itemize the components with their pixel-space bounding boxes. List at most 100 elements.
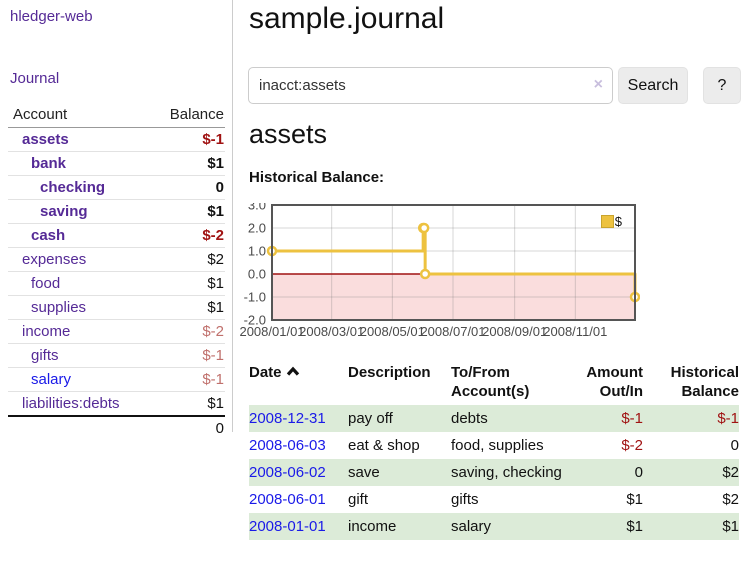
svg-text:1.0: 1.0 [248,244,266,259]
sidebar-item-journal[interactable]: Journal [10,70,60,87]
transaction-account: saving, checking [451,464,562,481]
series-swatch-icon [600,215,614,228]
account-link-saving[interactable]: saving [40,203,88,220]
app-brand-link[interactable]: hledger-web [10,8,93,25]
register-row: 2008-06-03 eat & shop food, supplies $-2… [249,432,739,459]
transaction-account: debts [451,410,488,427]
account-row: cash $-2 [8,223,225,248]
register-row: 2008-06-01 gift gifts $1 $2 [249,486,739,513]
register-header-date[interactable]: Date [249,361,348,405]
account-link-expenses[interactable]: expenses [22,251,87,268]
chart-title: Historical Balance: [249,169,385,186]
transaction-date-link[interactable]: 2008-06-01 [249,491,326,508]
chart-legend: $ [600,214,622,229]
account-balance: $1 [148,271,225,296]
chart-canvas: 2008/01/012008/03/012008/05/012008/07/01… [240,203,640,339]
account-row: supplies $1 [8,295,225,320]
transaction-account: salary [451,518,492,535]
account-link-supplies[interactable]: supplies [31,299,87,316]
register-header-balance: Historical Balance [670,364,739,400]
transaction-date-link[interactable]: 2008-06-02 [249,464,326,481]
transaction-amount: $1 [626,491,643,508]
account-row: salary $-1 [8,367,225,392]
sort-ascending-icon [286,363,300,382]
help-button[interactable]: ? [703,67,741,104]
series-label: $ [614,214,622,229]
account-balance: $-1 [202,131,224,148]
account-link-gifts[interactable]: gifts [31,347,59,364]
account-link-checking[interactable]: checking [40,179,106,196]
transaction-balance: 0 [730,437,739,454]
account-heading: assets [249,119,328,149]
account-link-salary[interactable]: salary [31,371,72,388]
search-form: × Search ? [248,67,742,104]
transaction-balance: $2 [722,464,739,481]
transaction-description: pay off [348,410,393,427]
account-row: checking 0 [8,175,225,200]
account-balance: 0 [148,175,225,200]
historical-balance-chart: 2008/01/01 2008/03/01 2008/05/01 2008/07/01… [240,203,640,343]
svg-text:0.0: 0.0 [248,267,266,282]
account-balance: $-1 [148,343,225,368]
account-link-food[interactable]: food [31,275,61,292]
account-balance: $-1 [148,367,225,392]
account-balance: $2 [148,247,225,272]
account-balance: $1 [148,391,225,416]
transaction-amount: 0 [634,464,643,481]
account-link-assets[interactable]: assets [22,131,69,148]
svg-text:2008/11/01: 2008/11/01 [543,324,607,339]
account-balance: $-2 [148,319,225,344]
search-button[interactable]: Search [618,67,688,104]
transaction-balance: $2 [722,491,739,508]
register-row: 2008-06-02 save saving, checking 0 $2 [249,459,739,486]
transaction-amount: $-1 [621,410,643,427]
main-content: sample.journal × Search ? assets Histori… [240,0,742,582]
svg-text:2008/07/01: 2008/07/01 [420,324,485,339]
search-input[interactable] [248,67,613,104]
transaction-description: save [348,464,380,481]
accounts-header-account: Account [8,102,149,128]
register-row: 2008-12-31 pay off debts $-1 $-1 [249,405,739,432]
transaction-description: eat & shop [348,437,420,454]
account-row: expenses $2 [8,247,225,272]
accounts-header-row: Account Balance [8,102,225,128]
svg-text:2008/03/01: 2008/03/01 [299,324,364,339]
accounts-header-balance: Balance [148,102,225,128]
svg-text:2008/01/01: 2008/01/01 [240,324,305,339]
account-row: food $1 [8,271,225,296]
page-title: sample.journal [249,2,445,35]
account-link-bank[interactable]: bank [31,155,67,172]
register-header-account: To/From Account(s) [451,364,530,400]
clear-search-icon[interactable]: × [593,76,603,93]
transaction-date-link[interactable]: 2008-01-01 [249,518,326,535]
transaction-amount: $-2 [621,437,643,454]
account-balance: $1 [148,199,225,224]
account-row: bank $1 [8,151,225,176]
account-balance: $1 [148,151,225,176]
register-header-amount: Amount Out/In [586,364,643,400]
register-row: 2008-01-01 income salary $1 $1 [249,513,739,540]
transaction-date-link[interactable]: 2008-06-03 [249,437,326,454]
accounts-table: Account Balance assets $-1 bank $1 check… [8,102,225,440]
account-balance: $-2 [148,223,225,248]
svg-text:-1.0: -1.0 [244,290,266,305]
register-header-description: Description [348,364,431,381]
account-row: liabilities:debts $1 [8,391,225,416]
transaction-description: gift [348,491,369,508]
svg-text:2.0: 2.0 [248,221,266,236]
sidebar: hledger-web Journal Account Balance asse… [0,0,233,440]
account-link-cash[interactable]: cash [31,227,66,244]
account-row: assets $-1 [8,128,225,152]
svg-text:2008/05/01: 2008/05/01 [360,324,425,339]
transaction-amount: $1 [626,518,643,535]
svg-text:2008/09/01: 2008/09/01 [482,324,547,339]
transaction-account: food, supplies [451,437,544,454]
register-table: Date Description To/From Account(s) Amou… [249,361,739,540]
account-row: saving $1 [8,199,225,224]
account-link-income[interactable]: income [22,323,71,340]
transaction-date-link[interactable]: 2008-12-31 [249,410,326,427]
svg-text:-2.0: -2.0 [244,313,266,328]
account-link-liabilities-debts[interactable]: liabilities:debts [22,395,120,412]
svg-text:3.0: 3.0 [248,203,266,213]
transaction-account: gifts [451,491,479,508]
